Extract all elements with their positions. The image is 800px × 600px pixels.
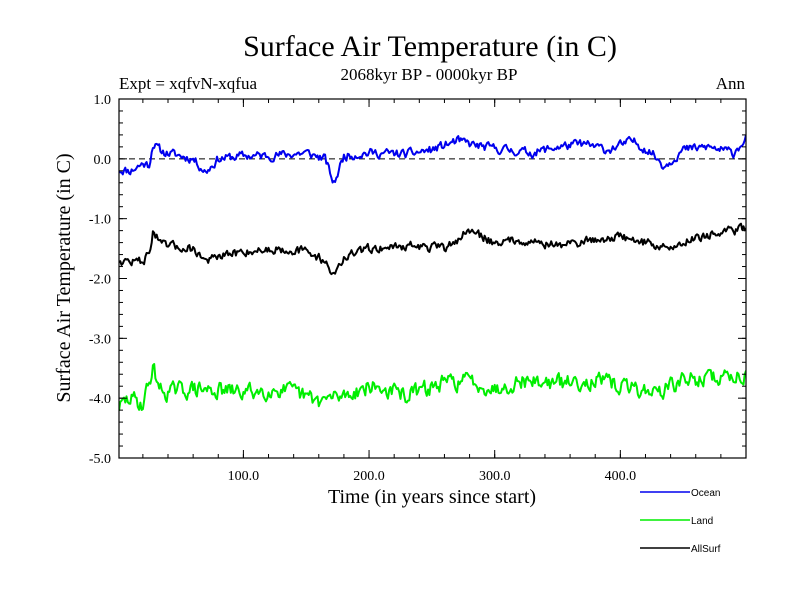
y-tick-label: -5.0 [89, 452, 111, 467]
y-axis-label: Surface Air Temperature (in C) [53, 153, 75, 402]
x-tick-label: 100.0 [228, 469, 260, 484]
legend-label-ocean: Ocean [691, 488, 720, 499]
y-tick-label: -3.0 [89, 332, 111, 347]
period-label: 2068kyr BP - 0000kyr BP [341, 65, 518, 84]
x-tick-label: 400.0 [605, 469, 637, 484]
y-tick-label: -2.0 [89, 273, 111, 288]
legend: Ocean Land AllSurf [640, 488, 721, 555]
series-line-ocean [119, 134, 746, 184]
x-tick-label: 200.0 [353, 469, 385, 484]
x-tick-label: 300.0 [479, 469, 511, 484]
season-label: Ann [716, 74, 746, 93]
legend-label-land: Land [691, 516, 713, 527]
series-line-allsurf [119, 222, 746, 276]
experiment-label: Expt = xqfvN-xqfua [119, 74, 257, 93]
y-tick-label: 1.0 [94, 93, 112, 108]
y-tick-label: 0.0 [94, 153, 112, 168]
y-tick-label: -4.0 [89, 392, 111, 407]
y-tick-label: -1.0 [89, 213, 111, 228]
chart-title: Surface Air Temperature (in C) [243, 30, 617, 63]
legend-label-allsurf: AllSurf [691, 544, 721, 555]
series-line-land [119, 363, 746, 411]
x-axis-label: Time (in years since start) [328, 486, 536, 508]
